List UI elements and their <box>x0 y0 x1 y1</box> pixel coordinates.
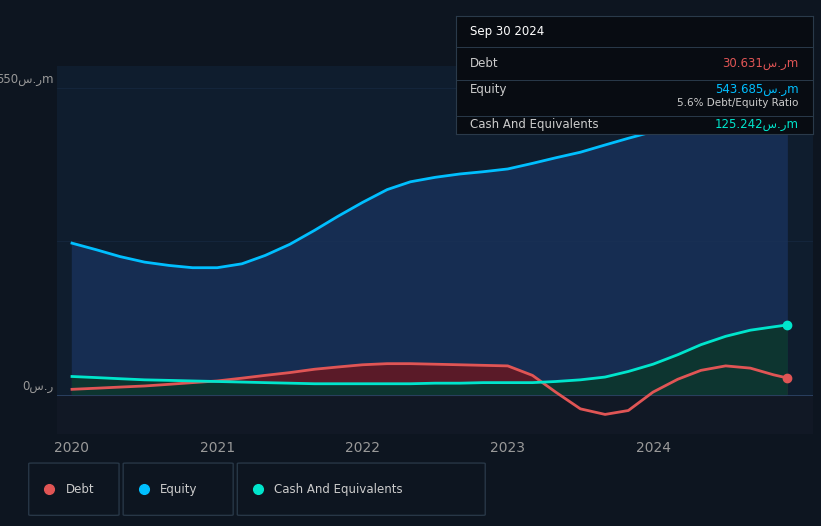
Text: 550س.رm: 550س.رm <box>0 73 53 86</box>
Text: Equity: Equity <box>470 83 507 96</box>
Text: 0س.ر: 0س.ر <box>22 380 53 393</box>
Text: Cash And Equivalents: Cash And Equivalents <box>470 118 599 131</box>
Bar <box>57 395 813 434</box>
FancyBboxPatch shape <box>123 463 233 515</box>
Text: 543.685س.رm: 543.685س.رm <box>715 83 799 96</box>
Text: Equity: Equity <box>160 483 198 495</box>
Text: 5.6% Debt/Equity Ratio: 5.6% Debt/Equity Ratio <box>677 98 799 108</box>
Text: Sep 30 2024: Sep 30 2024 <box>470 25 544 38</box>
Text: Debt: Debt <box>66 483 94 495</box>
Text: Cash And Equivalents: Cash And Equivalents <box>274 483 403 495</box>
FancyBboxPatch shape <box>237 463 485 515</box>
Text: 30.631س.رm: 30.631س.رm <box>722 57 799 69</box>
Text: Debt: Debt <box>470 57 498 69</box>
Text: 125.242س.رm: 125.242س.رm <box>714 118 799 131</box>
FancyBboxPatch shape <box>29 463 119 515</box>
